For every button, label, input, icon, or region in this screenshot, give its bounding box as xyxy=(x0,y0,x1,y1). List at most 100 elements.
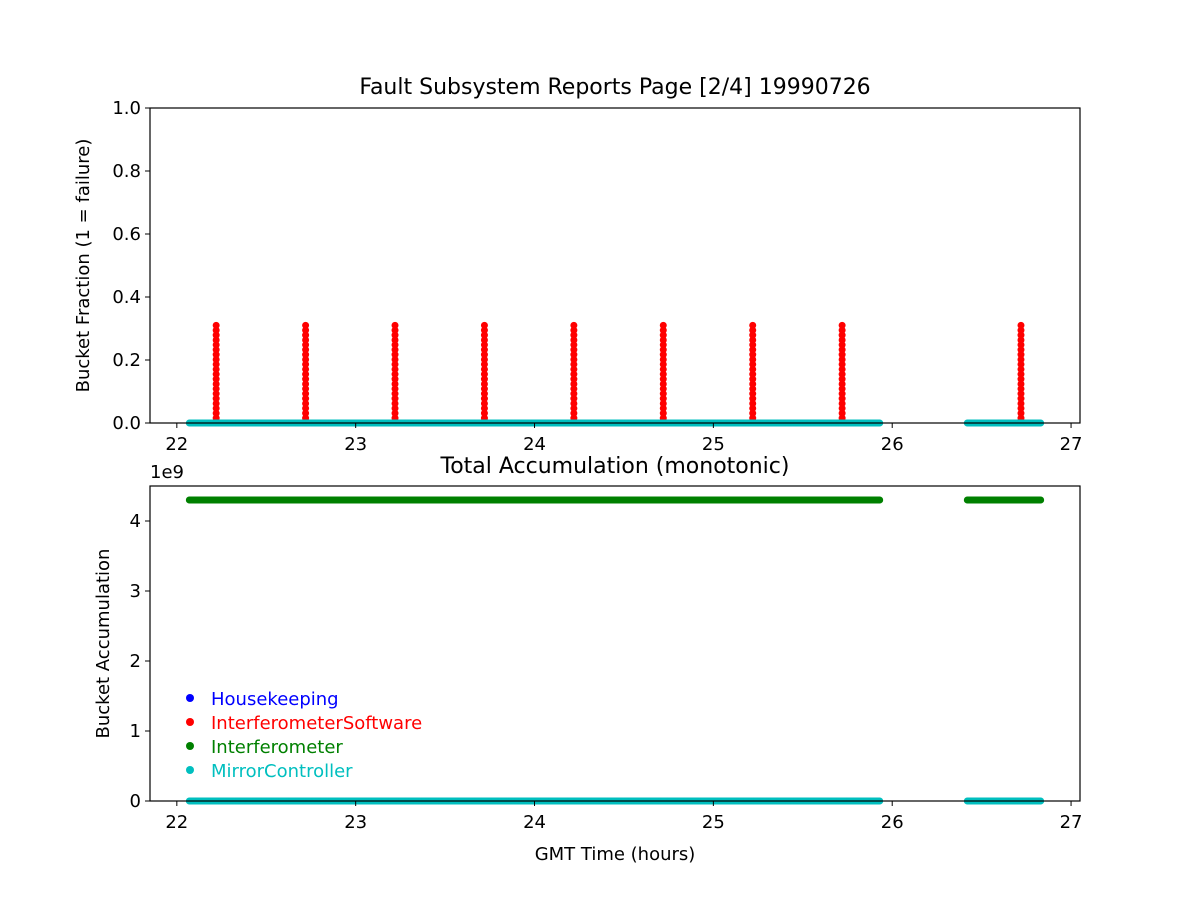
data-point xyxy=(391,375,399,383)
data-point xyxy=(838,346,846,354)
data-point xyxy=(302,385,310,393)
data-point xyxy=(838,370,846,378)
data-point xyxy=(391,356,399,364)
y-tick-label: 0.0 xyxy=(112,413,141,434)
data-point xyxy=(749,370,757,378)
data-point xyxy=(570,341,578,349)
data-point xyxy=(302,375,310,383)
y-tick-label: 1.0 xyxy=(112,98,141,119)
data-point xyxy=(659,395,667,403)
y-tick-label: 0.8 xyxy=(112,161,141,182)
data-point xyxy=(570,404,578,412)
x-axis-ticks: 22 23 24 25 26 27 xyxy=(165,801,1083,833)
data-point xyxy=(212,326,220,334)
data-point xyxy=(480,395,488,403)
data-point xyxy=(480,326,488,334)
data-point xyxy=(212,395,220,403)
data-point xyxy=(838,390,846,398)
data-point xyxy=(838,331,846,339)
data-point xyxy=(391,346,399,354)
data-point xyxy=(749,331,757,339)
data-point xyxy=(480,360,488,368)
y-axis-label: Bucket Accumulation xyxy=(93,549,114,739)
legend-label: MirrorController xyxy=(211,761,353,782)
data-point xyxy=(1017,409,1025,417)
chart-marks xyxy=(185,321,1045,427)
x-tick-label: 25 xyxy=(702,812,725,833)
legend-label: Interferometer xyxy=(211,737,343,758)
data-point xyxy=(391,390,399,398)
data-point xyxy=(1017,321,1025,329)
data-point xyxy=(570,399,578,407)
data-point xyxy=(1017,356,1025,364)
data-point xyxy=(659,341,667,349)
data-point xyxy=(838,395,846,403)
y-offset-label: 1e9 xyxy=(150,462,184,483)
x-tick-label: 22 xyxy=(165,812,188,833)
data-point xyxy=(212,380,220,388)
data-point xyxy=(212,375,220,383)
data-point xyxy=(391,370,399,378)
data-point xyxy=(1017,360,1025,368)
data-point xyxy=(302,395,310,403)
data-point xyxy=(302,346,310,354)
x-tick-label: 25 xyxy=(702,434,725,455)
data-point xyxy=(838,351,846,359)
legend-item: InterferometerSoftware xyxy=(186,713,422,734)
data-point xyxy=(480,380,488,388)
data-point xyxy=(659,360,667,368)
data-point xyxy=(391,336,399,344)
data-point xyxy=(391,331,399,339)
data-point xyxy=(1017,390,1025,398)
data-point xyxy=(212,341,220,349)
data-point xyxy=(659,351,667,359)
data-point xyxy=(749,365,757,373)
data-point xyxy=(391,360,399,368)
data-point xyxy=(1017,326,1025,334)
data-point xyxy=(838,326,846,334)
data-point xyxy=(480,404,488,412)
data-point xyxy=(302,351,310,359)
data-point xyxy=(570,385,578,393)
data-point xyxy=(480,409,488,417)
data-point xyxy=(302,341,310,349)
y-tick-label: 3 xyxy=(130,581,141,602)
data-point xyxy=(480,370,488,378)
data-point xyxy=(570,326,578,334)
data-point xyxy=(480,385,488,393)
data-point xyxy=(749,380,757,388)
y-tick-label: 0.4 xyxy=(112,287,141,308)
legend-label: InterferometerSoftware xyxy=(211,713,422,734)
data-point xyxy=(1017,341,1025,349)
data-point xyxy=(302,356,310,364)
data-point xyxy=(302,321,310,329)
data-point xyxy=(876,496,884,504)
data-point xyxy=(749,341,757,349)
legend-label: Housekeeping xyxy=(211,689,339,710)
data-point xyxy=(838,399,846,407)
data-point xyxy=(480,356,488,364)
legend-marker xyxy=(186,766,194,774)
data-point xyxy=(212,385,220,393)
data-point xyxy=(391,326,399,334)
data-point xyxy=(212,399,220,407)
data-point xyxy=(570,356,578,364)
x-axis-label: GMT Time (hours) xyxy=(535,844,696,865)
y-tick-label: 4 xyxy=(130,511,141,532)
data-point xyxy=(212,390,220,398)
chart-title: Total Accumulation (monotonic) xyxy=(440,454,790,479)
data-point xyxy=(570,331,578,339)
data-point xyxy=(212,365,220,373)
data-point xyxy=(1017,399,1025,407)
data-point xyxy=(302,331,310,339)
data-point xyxy=(302,360,310,368)
data-point xyxy=(659,390,667,398)
data-point xyxy=(1017,331,1025,339)
data-point xyxy=(1017,370,1025,378)
data-point xyxy=(570,390,578,398)
data-point xyxy=(659,326,667,334)
data-point xyxy=(302,380,310,388)
x-tick-label: 23 xyxy=(344,812,367,833)
data-point xyxy=(659,399,667,407)
data-point xyxy=(391,385,399,393)
